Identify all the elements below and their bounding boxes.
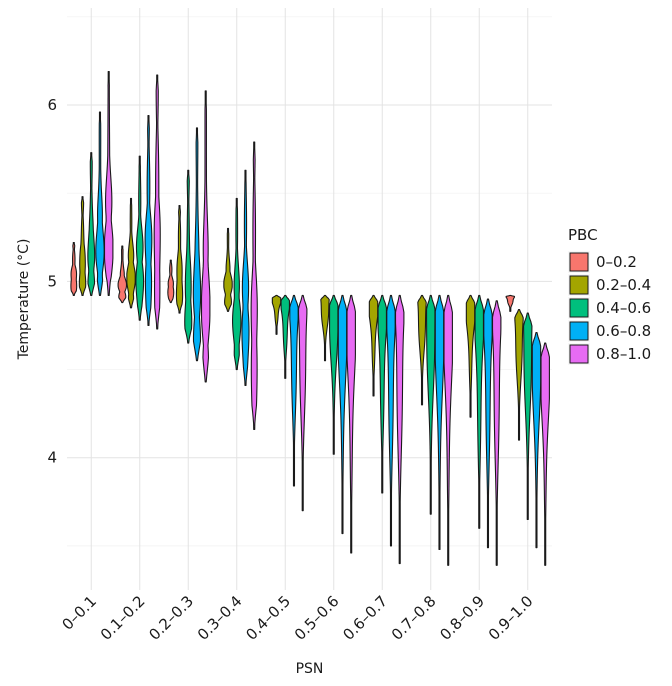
violin (126, 197, 136, 309)
violin (483, 298, 493, 549)
legend-key (569, 321, 589, 341)
violin (95, 111, 105, 297)
violin (223, 227, 233, 312)
x-tick-label: 0.8–0.9 (436, 592, 488, 644)
violin (474, 294, 484, 529)
x-tick-label: 0.6–0.7 (339, 592, 391, 644)
violin (320, 294, 330, 362)
violin (103, 70, 114, 297)
legend-key (569, 252, 589, 272)
violin (289, 294, 299, 487)
x-tick-label: 0.4–0.5 (242, 592, 294, 644)
violin (144, 115, 153, 326)
legend-title: PBC (568, 226, 598, 244)
violin (531, 331, 542, 549)
violin (232, 197, 242, 371)
violin (514, 309, 524, 441)
x-tick-label: 0–0.1 (58, 592, 100, 634)
x-tick-label: 0.3–0.4 (194, 592, 246, 644)
y-tick-label: 4 (47, 449, 57, 467)
violin (346, 294, 356, 554)
legend-label: 0.6–0.8 (596, 322, 651, 340)
violin (297, 294, 308, 512)
violin (523, 312, 533, 520)
legend-items: 0–0.2 0.2–0.4 0.4–0.6 0.6–0.8 0.8–1.0 (568, 251, 651, 365)
y-axis-title: Temperature (°C) (16, 239, 32, 361)
y-tick-labels: 4 5 6 (47, 96, 57, 467)
violin (70, 242, 78, 297)
violin (280, 294, 290, 379)
violin (167, 259, 175, 304)
violin (337, 294, 348, 535)
violin (175, 204, 184, 314)
legend: PBC 0–0.2 0.2–0.4 0.4–0.6 0.6–0.8 0.8–1.0 (568, 226, 651, 365)
x-tick-label: 0.5–0.6 (291, 592, 343, 644)
y-tick-label: 5 (47, 272, 57, 290)
violin (117, 245, 128, 304)
legend-key (569, 298, 589, 318)
violin (135, 155, 145, 321)
x-tick-label: 0.9–1.0 (485, 592, 537, 644)
violin (417, 294, 427, 406)
x-tick-label: 0.1–0.2 (97, 592, 149, 644)
violin (87, 152, 96, 297)
x-tick-label: 0.2–0.3 (145, 592, 197, 644)
violin (505, 294, 516, 312)
x-tick-labels: 0–0.10.1–0.20.2–0.30.3–0.40.4–0.50.5–0.6… (58, 592, 536, 644)
violins (70, 70, 550, 566)
legend-label: 0.8–1.0 (596, 345, 651, 363)
legend-label: 0.2–0.4 (596, 276, 651, 294)
violin (192, 127, 202, 362)
violin (78, 196, 87, 297)
y-tick-label: 6 (47, 96, 57, 114)
violin (394, 294, 405, 565)
violin (491, 300, 502, 566)
violin (465, 294, 476, 418)
violin (329, 294, 339, 455)
legend-label: 0.4–0.6 (596, 299, 651, 317)
violin (241, 169, 250, 386)
violin (368, 294, 379, 397)
legend-key (569, 344, 589, 364)
legend-key (569, 275, 589, 295)
legend-label: 0–0.2 (596, 253, 637, 271)
violin (377, 294, 387, 494)
violin (250, 141, 258, 431)
violin (184, 169, 193, 344)
x-tick-label: 0.7–0.8 (388, 592, 440, 644)
violin (540, 342, 550, 566)
violin (153, 74, 161, 330)
violin (434, 294, 445, 550)
x-axis-title: PSN (296, 661, 324, 677)
violin (426, 294, 436, 515)
violin (200, 90, 211, 383)
violin (271, 294, 282, 335)
violin (443, 294, 453, 566)
violin (386, 294, 396, 547)
